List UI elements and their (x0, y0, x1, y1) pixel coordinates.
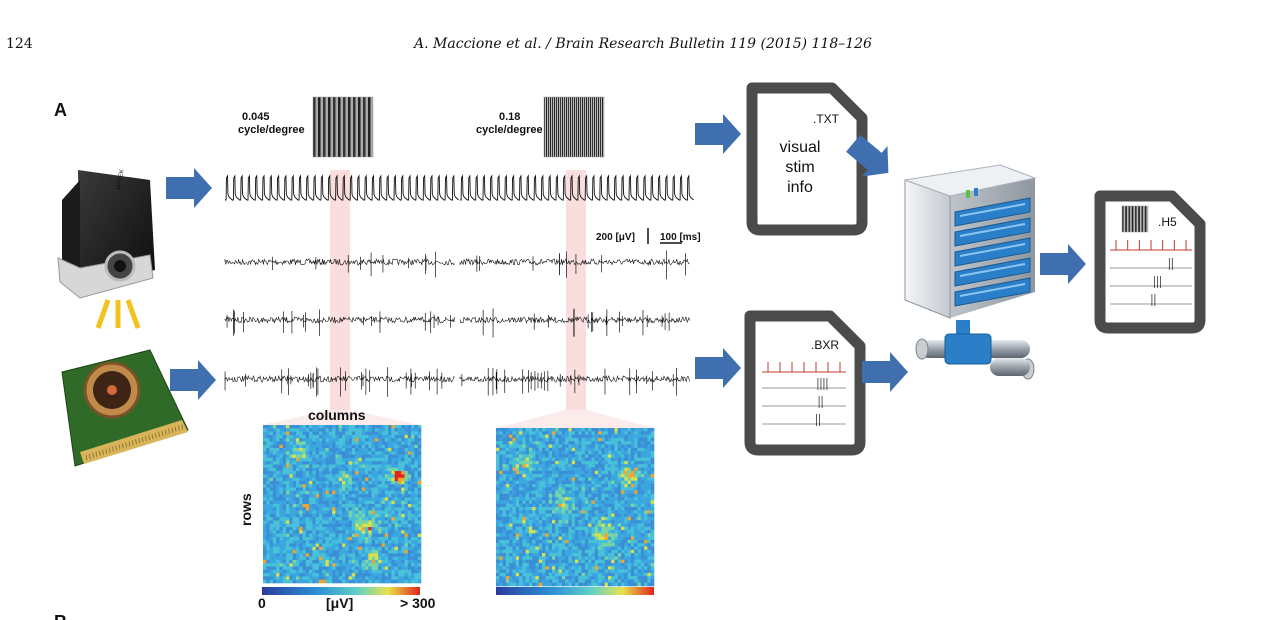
bxr-file-icon: .BXR (744, 310, 866, 456)
map-columns-label: columns (308, 407, 366, 423)
stimulus-1-unit: cycle/degree (238, 124, 305, 136)
running-title: A. Maccione et al. / Brain Research Bull… (414, 36, 872, 52)
highlight-fan-1 (262, 410, 420, 425)
colorbar-1 (262, 587, 420, 595)
colorbar-2 (496, 587, 654, 595)
txt-file-line-1: visual (780, 139, 821, 156)
highlight-window-1 (330, 170, 350, 410)
txt-file-line-3: info (787, 179, 813, 196)
projector-brand: MPTEK (116, 169, 125, 190)
map-rows-label: rows (238, 493, 254, 526)
activity-map-2 (496, 428, 655, 587)
txt-file-extension: .TXT (813, 112, 840, 126)
colorbar-min: 0 (258, 595, 266, 611)
bxr-file-extension: .BXR (811, 338, 839, 352)
scalebar-voltage: 200 [μV] (596, 232, 635, 243)
panel-label-b: B (54, 612, 67, 620)
stimulus-2-grating (543, 96, 605, 158)
mea-chip-icon (61, 349, 189, 467)
arrow-projector-to-traces (166, 168, 212, 208)
arrow-to-txt-file (695, 114, 741, 154)
scalebar-time: 100 [ms] (660, 232, 701, 243)
h5-stimulus-grating (1121, 205, 1149, 233)
txt-file-line-2: stim (785, 159, 814, 176)
stimulus-1-grating (312, 96, 374, 158)
h5-file-extension: .H5 (1158, 215, 1177, 229)
stimulus-1-frequency: 0.045 (242, 111, 270, 123)
electrophysiology-traces (224, 174, 694, 397)
h5-raster-plot (1110, 240, 1192, 306)
h5-file-icon: .H5 (1094, 190, 1206, 334)
page-number: 124 (6, 36, 33, 52)
highlight-fan-2 (496, 410, 654, 428)
arrow-to-bxr-file (695, 348, 741, 388)
panel-label-a: A (54, 100, 67, 120)
stimulus-2-frequency: 0.18 (499, 111, 520, 123)
bxr-raster-plot (762, 362, 846, 426)
highlight-window-2 (566, 170, 586, 410)
colorbar-max: > 300 (400, 595, 436, 611)
colorbar-unit: [μV] (326, 595, 353, 611)
stimulus-2-unit: cycle/degree (476, 124, 543, 136)
arrow-bxr-to-server (862, 352, 908, 392)
activity-map-1 (263, 425, 422, 584)
arrow-chip-to-traces (170, 360, 216, 400)
server-icon (904, 164, 1037, 380)
arrow-server-to-h5 (1040, 244, 1086, 284)
txt-file-icon: .TXT visual stim info (746, 82, 868, 236)
projector-icon: MPTEK (57, 169, 155, 329)
